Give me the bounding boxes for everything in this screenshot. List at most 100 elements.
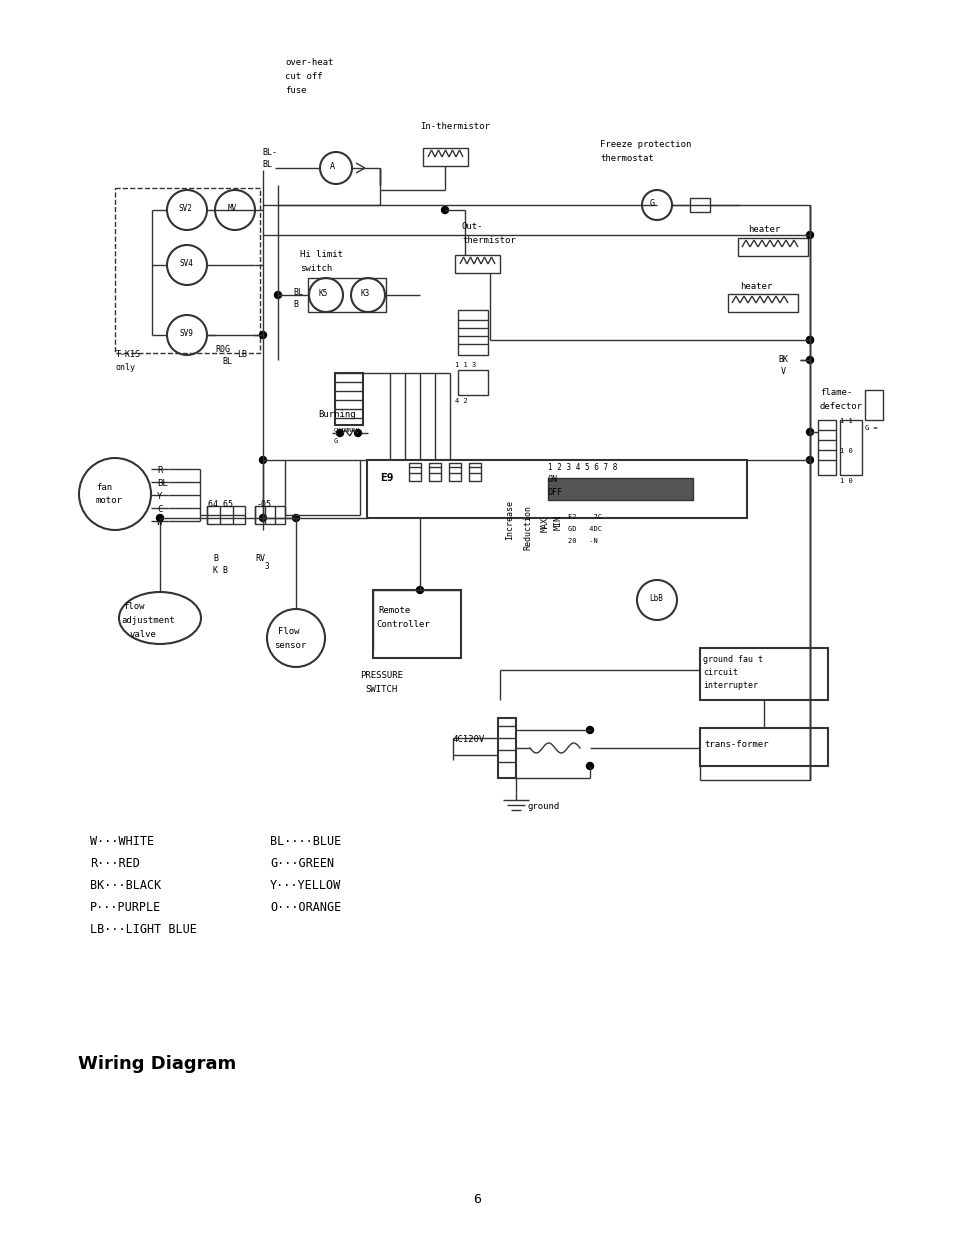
Text: G: G (334, 438, 338, 445)
Text: Hi limit: Hi limit (299, 249, 343, 259)
Circle shape (274, 291, 281, 299)
Text: thermistor: thermistor (461, 236, 516, 245)
Text: R: R (157, 466, 162, 475)
Text: Remote: Remote (377, 606, 410, 615)
Bar (409, 463, 420, 480)
Circle shape (167, 315, 207, 354)
Circle shape (355, 430, 361, 436)
Text: Out-: Out- (461, 222, 483, 231)
Circle shape (641, 190, 671, 220)
Text: only: only (116, 363, 136, 372)
Text: B: B (293, 300, 297, 309)
Text: V: V (781, 367, 785, 375)
Bar (457, 310, 488, 354)
Text: BL: BL (262, 161, 272, 169)
Bar (700, 648, 827, 700)
Text: BL: BL (293, 288, 303, 296)
Text: Freeze protection: Freeze protection (599, 140, 691, 149)
Text: BL: BL (222, 357, 232, 366)
Circle shape (637, 580, 677, 620)
Circle shape (441, 206, 448, 214)
Text: BL-: BL- (262, 148, 276, 157)
Text: 6: 6 (473, 1193, 480, 1207)
Text: LB···LIGHT BLUE: LB···LIGHT BLUE (90, 923, 196, 936)
Text: K5: K5 (318, 289, 328, 298)
Text: LB: LB (236, 350, 247, 359)
Bar (738, 238, 807, 256)
Text: G: G (649, 199, 655, 207)
Bar (497, 718, 516, 778)
Text: E9: E9 (379, 473, 393, 483)
Circle shape (267, 609, 325, 667)
Text: defector: defector (820, 403, 862, 411)
Circle shape (586, 726, 593, 734)
Text: Burning: Burning (317, 410, 355, 419)
Text: thermostat: thermostat (599, 154, 653, 163)
Text: adjustment: adjustment (121, 616, 174, 625)
Text: cut off: cut off (285, 72, 322, 82)
Text: 1 1 3: 1 1 3 (455, 362, 476, 368)
Text: 1 0: 1 0 (840, 448, 852, 454)
Text: ground fau t: ground fau t (702, 655, 762, 664)
Text: trans-former: trans-former (703, 740, 768, 748)
Bar (429, 463, 440, 480)
Circle shape (156, 515, 163, 521)
Text: P···PURPLE: P···PURPLE (90, 902, 161, 914)
Text: valve: valve (130, 630, 156, 638)
Bar (367, 459, 746, 517)
Bar (115, 188, 260, 353)
Bar (308, 278, 386, 312)
Bar (840, 420, 862, 475)
Text: A: A (330, 162, 335, 170)
Text: SV4: SV4 (180, 259, 193, 268)
Text: interrupter: interrupter (702, 680, 758, 690)
Text: SWITCH: SWITCH (365, 685, 396, 694)
Text: heater: heater (740, 282, 771, 291)
Text: switch: switch (299, 264, 332, 273)
Bar (207, 506, 245, 524)
Text: MV: MV (228, 204, 237, 212)
Text: 1 1: 1 1 (840, 417, 852, 424)
Circle shape (259, 331, 266, 338)
Circle shape (259, 457, 266, 463)
Text: C: C (157, 505, 162, 514)
Bar (689, 198, 709, 212)
Circle shape (805, 336, 813, 343)
Text: SV2: SV2 (179, 204, 193, 212)
Bar (455, 254, 499, 273)
Circle shape (79, 458, 151, 530)
Text: sensor: sensor (274, 641, 306, 650)
Text: over-heat: over-heat (285, 58, 333, 67)
Text: Increase: Increase (505, 500, 514, 540)
Text: Y: Y (157, 492, 162, 501)
Text: Flow: Flow (277, 627, 299, 636)
Bar (547, 478, 692, 500)
Text: W: W (157, 517, 162, 527)
Text: PRESSURE: PRESSURE (359, 671, 402, 680)
Text: MAX: MAX (540, 516, 549, 531)
Text: K B: K B (213, 566, 228, 576)
Circle shape (167, 245, 207, 285)
Text: flame-: flame- (820, 388, 851, 396)
Text: Controller: Controller (375, 620, 429, 629)
Text: Y···YELLOW: Y···YELLOW (270, 879, 341, 892)
Text: LbB: LbB (648, 594, 662, 603)
Bar (449, 463, 460, 480)
Text: B: B (213, 555, 218, 563)
Circle shape (586, 762, 593, 769)
Text: T-K1S: T-K1S (116, 350, 141, 359)
Text: K3: K3 (360, 289, 370, 298)
Text: BL····BLUE: BL····BLUE (270, 835, 341, 848)
Text: MIN: MIN (553, 515, 562, 530)
Text: GD   4DC: GD 4DC (567, 526, 601, 532)
Text: 1 0: 1 0 (840, 478, 852, 484)
Circle shape (805, 336, 813, 343)
Bar (254, 506, 285, 524)
Circle shape (805, 429, 813, 436)
Circle shape (293, 515, 299, 521)
Circle shape (336, 430, 343, 436)
Bar (469, 463, 480, 480)
Text: -05: -05 (256, 500, 272, 509)
Text: G···GREEN: G···GREEN (270, 857, 334, 869)
Circle shape (351, 278, 385, 312)
